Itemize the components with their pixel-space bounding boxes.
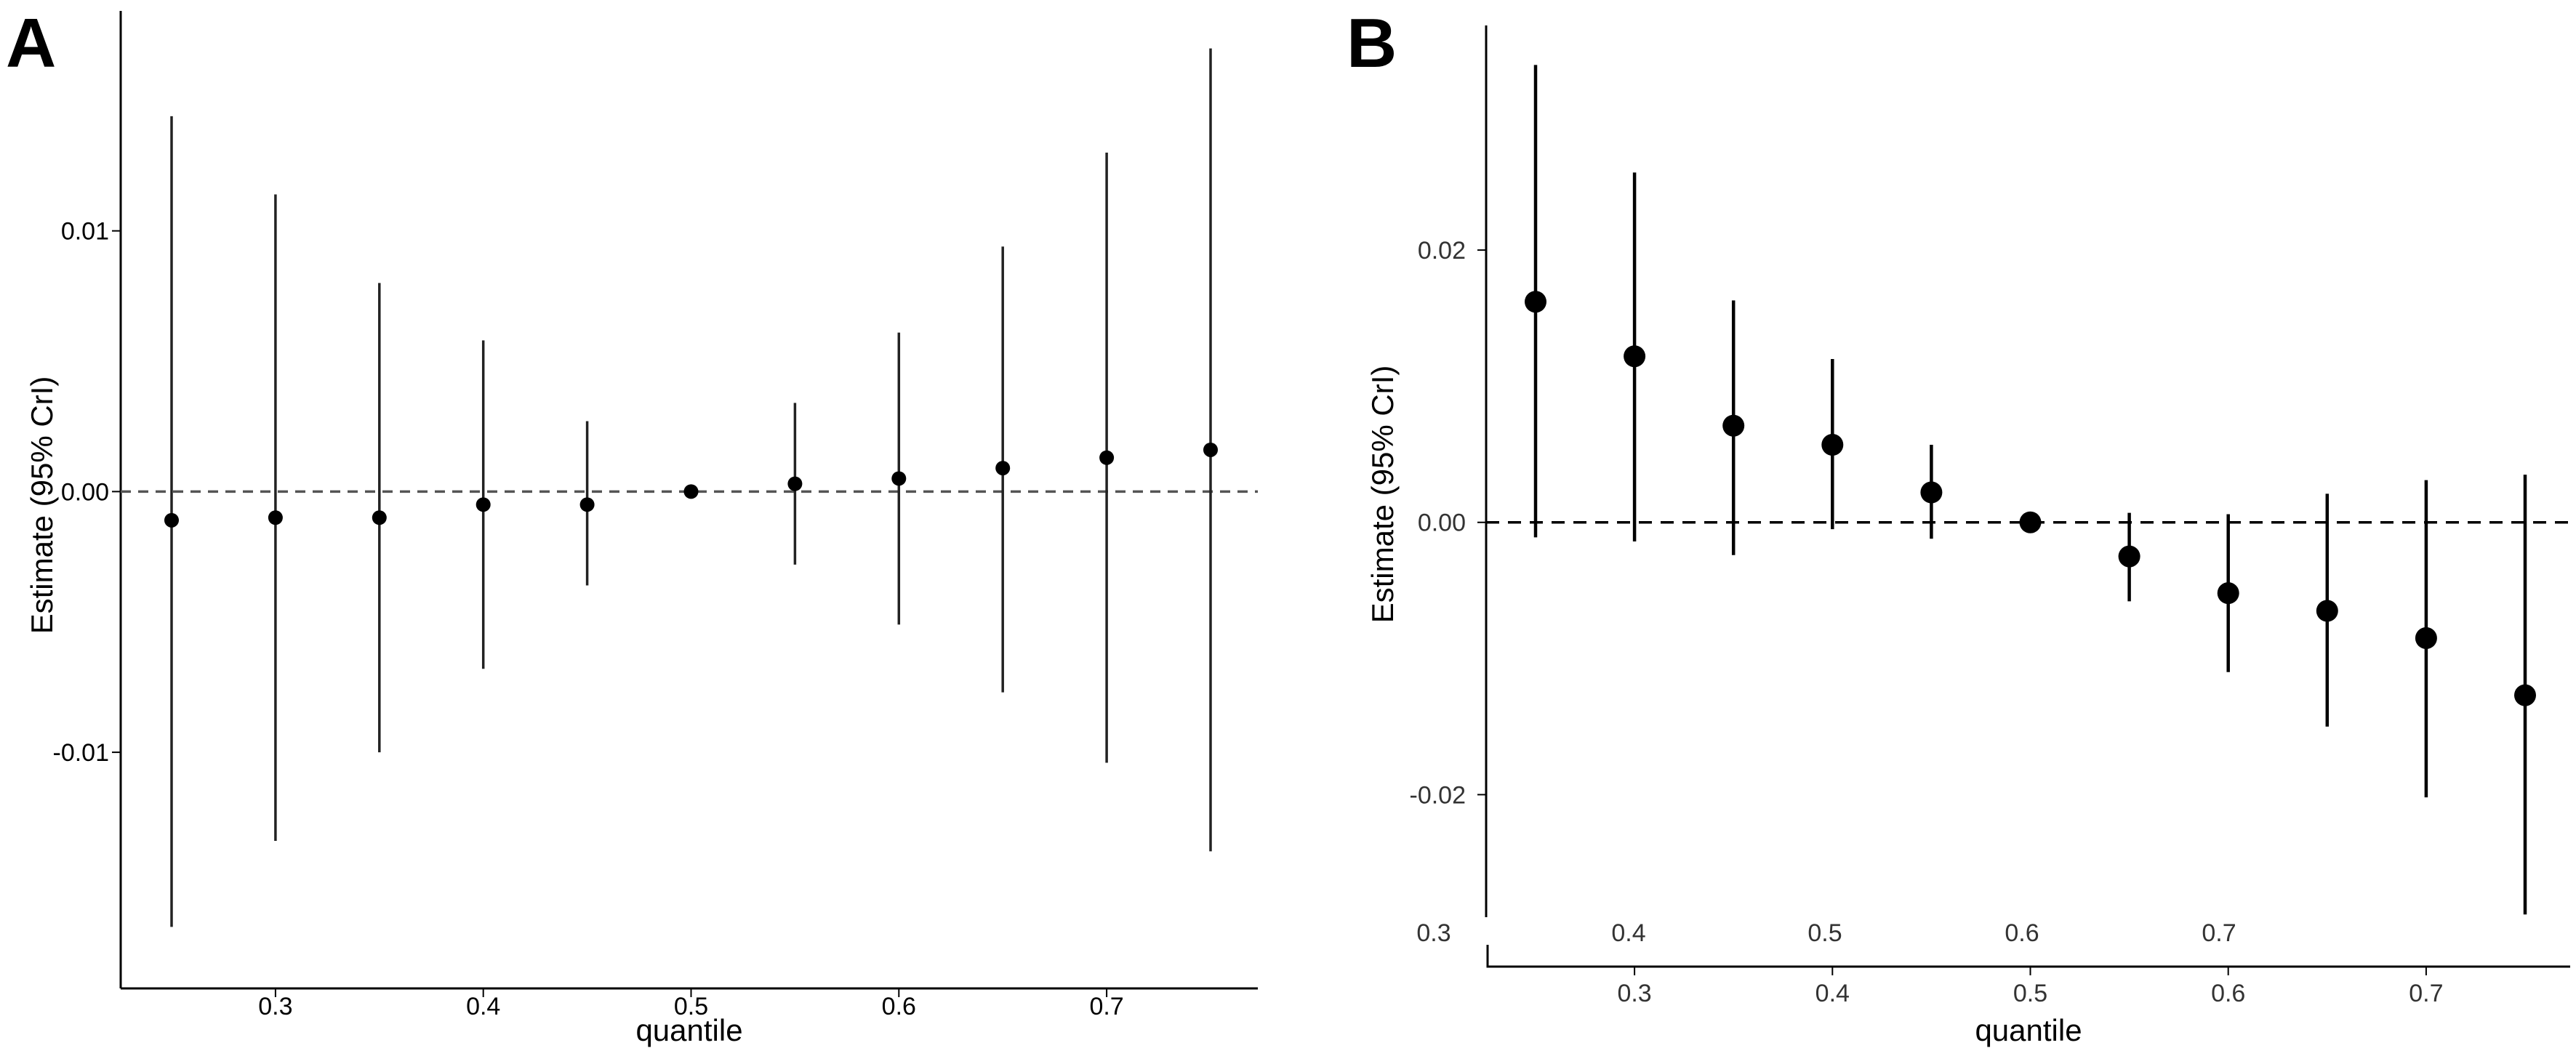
panel-b-estimate-point (1624, 345, 1646, 368)
panel-a-y-ticks: 0.01 0.00 -0.01 (53, 218, 121, 767)
panel-b-estimate-point (1821, 433, 1844, 456)
panel-b-y-axis-title: Estimate (95% CrI) (1365, 366, 1400, 624)
panel-b-estimate-point (2316, 600, 2338, 622)
panel-b-estimate-point (2019, 511, 2042, 533)
panel-a-y-tick-label: 0.01 (61, 218, 109, 246)
panel-b-secondary-x-label: 0.3 (1416, 919, 1450, 947)
panel-a-x-tick-label: 0.7 (1089, 993, 1123, 1020)
panel-b-estimate-point (1525, 291, 1546, 313)
panel-b-secondary-x-label: 0.5 (1807, 919, 1842, 947)
panel-a-estimate-point (1099, 450, 1115, 465)
panel-b-marks (1525, 65, 2536, 915)
panel-b-y-tick-label: 0.00 (1418, 509, 1466, 537)
panel-a-x-ticks: 0.3 0.4 0.5 0.6 0.7 (258, 988, 1124, 1020)
panel-a-letter: A (6, 4, 56, 82)
panel-a-estimate-point (579, 497, 595, 512)
panel-b-estimate-point (2514, 684, 2536, 706)
panel-b-x-tick-label: 0.3 (1617, 980, 1651, 1007)
panel-a: A 0.01 0.00 -0.01 0.3 0.4 0.5 0.6 0.7 quantile… (6, 4, 1258, 1047)
panel-a-x-axis-title: quantile (635, 1013, 742, 1047)
panel-b-secondary-x-labels: 0.3 0.4 0.5 0.6 0.7 (1416, 919, 2236, 947)
panel-a-estimate-point (1203, 442, 1218, 457)
panel-b-x-tick-label: 0.7 (2409, 980, 2443, 1007)
panel-a-estimate-point (476, 497, 491, 512)
panel-b-estimate-point (1722, 414, 1745, 437)
panel-a-estimate-point (683, 484, 699, 499)
panel-b-x-axis (1486, 945, 2570, 968)
panel-a-x-tick-label: 0.5 (674, 993, 708, 1020)
panel-a-marks (164, 48, 1218, 927)
panel-b-secondary-x-label: 0.6 (2005, 919, 2039, 947)
panel-a-x-tick-label: 0.4 (466, 993, 500, 1020)
panel-a-estimate-point (268, 510, 283, 525)
panel-b-y-tick-label: -0.02 (1410, 781, 1466, 809)
panel-b-estimate-point (2217, 582, 2239, 605)
panel-a-y-tick-label: 0.00 (61, 478, 109, 506)
panel-b-x-ticks: 0.3 0.4 0.5 0.6 0.7 (1617, 967, 2444, 1007)
panel-a-estimate-point (995, 461, 1011, 476)
panel-b-x-tick-label: 0.4 (1815, 980, 1850, 1007)
panel-a-estimate-point (372, 510, 387, 525)
panel-b-secondary-x-label: 0.7 (2202, 919, 2236, 947)
panel-b-secondary-x-label: 0.4 (1611, 919, 1645, 947)
panel-b-y-tick-label: 0.02 (1418, 237, 1466, 265)
panel-b-estimate-point (1920, 481, 1943, 504)
panel-b-x-tick-label: 0.6 (2211, 980, 2245, 1007)
panel-a-estimate-point (891, 471, 907, 486)
panel-b-x-axis-title: quantile (1975, 1013, 2082, 1047)
panel-b-letter: B (1347, 4, 1397, 82)
panel-b: B 0.020.00-0.02 0.3 0.4 0.5 0.6 0.7 0.3 0.4 0.… (1347, 4, 2570, 1047)
panel-b-y-ticks: 0.02 0.00 -0.02 (1410, 237, 1486, 809)
panel-a-y-tick-label: -0.01 (53, 739, 110, 767)
panel-b-estimate-point (2118, 545, 2140, 568)
panel-a-x-tick-label: 0.3 (258, 993, 292, 1020)
panel-a-estimate-point (164, 512, 179, 528)
panel-a-estimate-point (787, 476, 803, 491)
panel-b-estimate-point (2415, 626, 2437, 649)
panel-a-y-axis-title: Estimate (95% CrI) (25, 376, 59, 634)
panel-a-x-tick-label: 0.6 (882, 993, 916, 1020)
panel-b-x-tick-label: 0.5 (2013, 980, 2047, 1007)
